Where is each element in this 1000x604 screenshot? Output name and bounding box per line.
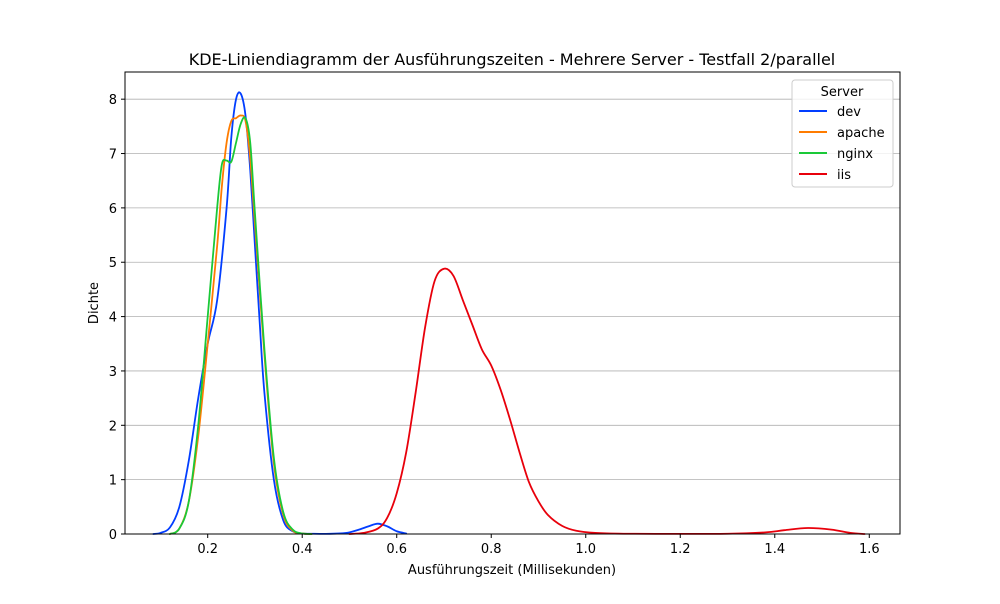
legend-label-iis: iis (837, 168, 851, 183)
x-axis-label: Ausführungszeit (Millisekunden) (408, 563, 616, 578)
legend-title: Server (821, 85, 864, 100)
legend: Server dev apache nginx iis (791, 79, 894, 188)
y-tick-label: 3 (109, 365, 117, 380)
series-line-dev (152, 91, 408, 535)
x-tick-label: 1.2 (670, 542, 691, 557)
y-tick-label: 6 (109, 202, 117, 217)
y-tick-label: 2 (109, 419, 117, 434)
x-tick-label: 1.6 (859, 542, 880, 557)
legend-label-dev: dev (837, 105, 861, 120)
x-tick-label: 0.8 (481, 542, 502, 557)
chart-title: KDE-Liniendiagramm der Ausführungszeiten… (189, 50, 836, 69)
y-tick-label: 7 (109, 148, 117, 163)
series-lines (152, 91, 866, 535)
x-axis-ticks: 0.2 0.4 0.6 0.8 1.0 1.2 1.4 1.6 (197, 534, 880, 557)
legend-box (791, 79, 894, 188)
series-line-iis (348, 267, 866, 535)
x-tick-label: 0.6 (386, 542, 407, 557)
legend-items: dev apache nginx iis (799, 105, 885, 183)
series-line-nginx (168, 116, 313, 535)
y-tick-label: 0 (109, 528, 117, 543)
y-axis-label: Dichte (87, 282, 102, 324)
y-axis-ticks: 0 1 2 3 4 5 6 7 8 (109, 93, 125, 543)
axes-frame (124, 71, 901, 535)
y-tick-label: 1 (109, 474, 117, 489)
y-tick-label: 4 (109, 311, 117, 326)
legend-label-nginx: nginx (837, 147, 873, 162)
y-tick-label: 8 (109, 93, 117, 108)
x-tick-label: 0.2 (197, 542, 218, 557)
x-tick-label: 1.0 (575, 542, 596, 557)
y-tick-label: 5 (109, 256, 117, 271)
x-tick-label: 0.4 (292, 542, 313, 557)
x-tick-label: 1.4 (764, 542, 785, 557)
legend-label-apache: apache (837, 126, 885, 141)
